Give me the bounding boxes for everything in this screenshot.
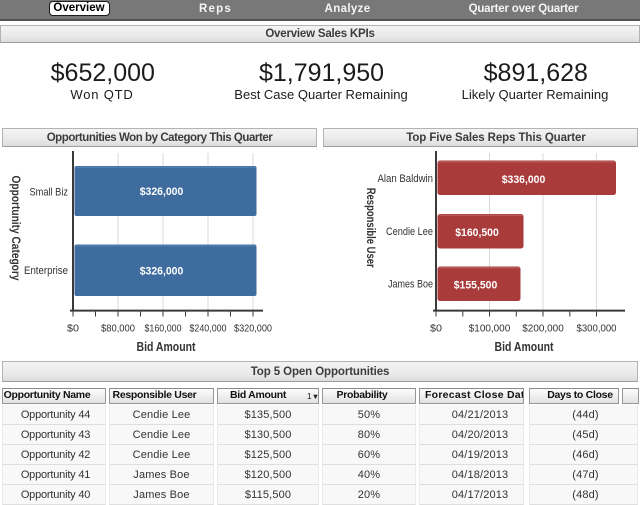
svg-text:$160,000: $160,000: [145, 323, 182, 335]
svg-text:$0: $0: [67, 323, 79, 335]
svg-text:Responsible User: Responsible User: [364, 188, 376, 268]
svg-text:Bid Amount: Bid Amount: [495, 339, 555, 354]
svg-text:$160,500: $160,500: [455, 227, 499, 239]
svg-text:$300,000: $300,000: [577, 323, 617, 335]
svg-text:James Boe: James Boe: [388, 279, 433, 291]
svg-text:$100,000: $100,000: [469, 323, 511, 335]
svg-text:Enterprise: Enterprise: [24, 265, 68, 277]
svg-text:$326,000: $326,000: [140, 186, 184, 198]
svg-text:$336,000: $336,000: [502, 174, 546, 186]
svg-text:$0: $0: [430, 323, 442, 335]
svg-text:Alan Baldwin: Alan Baldwin: [378, 173, 434, 185]
svg-text:Cendie Lee: Cendie Lee: [386, 226, 433, 238]
svg-text:$240,000: $240,000: [190, 323, 227, 335]
svg-text:Opportunity Category: Opportunity Category: [9, 176, 21, 282]
svg-text:$200,000: $200,000: [522, 323, 564, 335]
svg-text:Bid Amount: Bid Amount: [137, 339, 197, 354]
svg-text:$155,500: $155,500: [454, 280, 498, 292]
svg-text:$320,000: $320,000: [234, 323, 272, 335]
svg-text:$80,000: $80,000: [101, 323, 135, 335]
svg-text:$326,000: $326,000: [140, 266, 184, 278]
svg-text:Small Biz: Small Biz: [30, 187, 69, 199]
